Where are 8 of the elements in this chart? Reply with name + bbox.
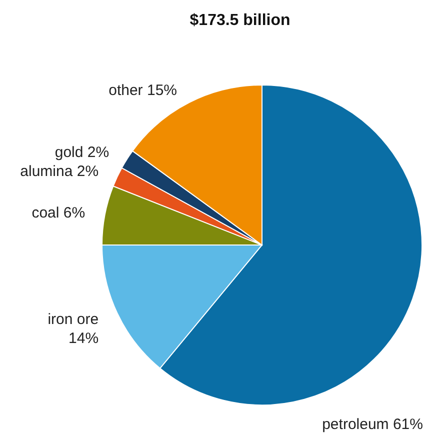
slice-label: other 15% <box>108 82 178 99</box>
slice-label: alumina 2% <box>20 162 99 180</box>
slice-label: iron ore <box>48 311 99 328</box>
data-label: 14% <box>68 330 99 348</box>
slice-label: gold 2% <box>54 144 110 161</box>
chart-title: $173.5 billion <box>190 12 290 29</box>
slice-label: petroleum 61% <box>322 416 423 433</box>
slice-label: coal 6% <box>32 204 86 222</box>
